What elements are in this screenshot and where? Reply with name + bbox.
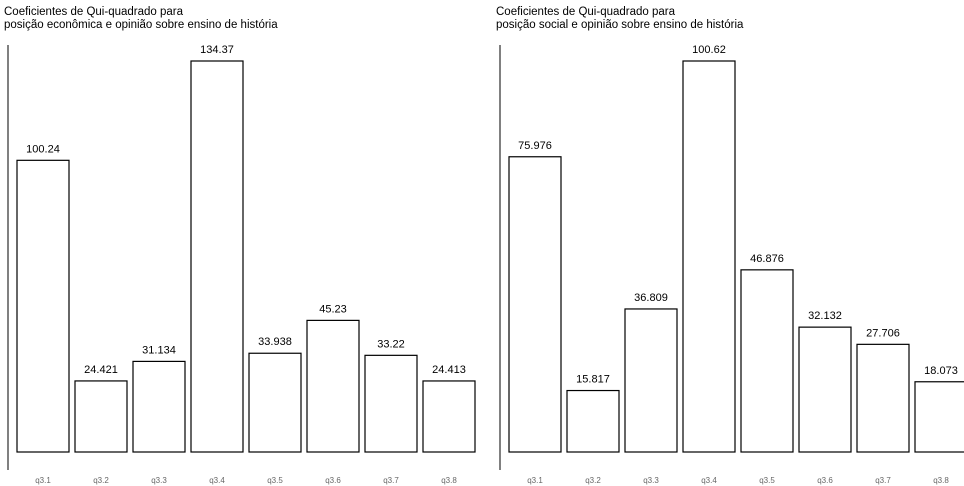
chart-panel-social: Coeficientes de Qui-quadrado para posiçã… (492, 0, 964, 486)
x-tick-label: q3.3 (643, 476, 659, 485)
x-tick-label: q3.2 (93, 476, 109, 485)
bar-q3.5 (248, 352, 302, 453)
bar-q3.3 (624, 308, 678, 453)
bar-value-label: 31.134 (142, 344, 176, 356)
chart-title-line-1: Coeficientes de Qui-quadrado para (496, 6, 676, 18)
chart-title: Coeficientes de Qui-quadrado para posiçã… (4, 6, 278, 32)
bar-value-label: 24.421 (84, 364, 118, 376)
x-tick-label: q3.8 (933, 476, 949, 485)
bar-value-label: 15.817 (576, 374, 610, 386)
x-tick-label: q3.7 (875, 476, 891, 485)
chart-title-line-2: posição econômica e opinião sobre ensino… (4, 19, 278, 31)
bar-q3.2 (566, 389, 620, 453)
bar-q3.1 (508, 156, 562, 453)
chart-title: Coeficientes de Qui-quadrado para posiçã… (496, 6, 743, 32)
bar-q3.5 (740, 269, 794, 453)
bar-value-label: 75.976 (518, 140, 552, 152)
bar-chart-social: 75.976 q3.1 15.817 q3.2 36.809 q3.3 100.62 q3.4… (499, 44, 964, 485)
x-tick-label: q3.7 (383, 476, 399, 485)
x-tick-label: q3.6 (325, 476, 341, 485)
bar-q3.3 (132, 360, 186, 453)
bar-chart-economic: 100.24 q3.1 24.421 q3.2 31.134 q3.3 134.37 q3.4… (7, 44, 476, 485)
bar-value-label: 33.22 (377, 338, 405, 350)
bar-q3.2 (74, 380, 128, 453)
chart-panel-economic: Coeficientes de Qui-quadrado para posiçã… (4, 6, 476, 485)
bar-value-label: 45.23 (319, 303, 347, 315)
bar-q3.6 (798, 326, 852, 453)
x-tick-label: q3.5 (759, 476, 775, 485)
bar-value-label: 36.809 (634, 292, 668, 304)
chart-title-line-1: Coeficientes de Qui-quadrado para (4, 6, 184, 18)
x-tick-label: q3.4 (701, 476, 717, 485)
bar-q3.8 (422, 380, 476, 453)
bar-q3.1 (16, 159, 70, 453)
bar-value-label: 100.62 (692, 44, 726, 56)
x-tick-label: q3.3 (151, 476, 167, 485)
chart-title-line-2: posição social e opinião sobre ensino de… (496, 19, 744, 31)
bar-value-label: 100.24 (26, 143, 60, 155)
x-tick-label: q3.1 (527, 476, 543, 485)
x-tick-label: q3.8 (441, 476, 457, 485)
x-tick-label: q3.5 (267, 476, 283, 485)
bar-q3.4 (190, 60, 244, 453)
bar-value-label: 33.938 (258, 336, 292, 348)
bar-q3.7 (364, 354, 418, 453)
bar-value-label: 18.073 (924, 365, 958, 377)
bar-value-label: 134.37 (200, 44, 234, 56)
x-tick-label: q3.6 (817, 476, 833, 485)
bar-q3.7 (856, 343, 910, 453)
x-tick-label: q3.2 (585, 476, 601, 485)
bar-value-label: 32.132 (808, 310, 842, 322)
x-tick-label: q3.4 (209, 476, 225, 485)
bar-value-label: 46.876 (750, 253, 784, 265)
bar-q3.8 (914, 381, 964, 453)
bar-value-label: 24.413 (432, 364, 466, 376)
bar-q3.4 (682, 60, 736, 453)
bar-q3.6 (306, 319, 360, 453)
x-tick-label: q3.1 (35, 476, 51, 485)
bar-value-label: 27.706 (866, 327, 900, 339)
